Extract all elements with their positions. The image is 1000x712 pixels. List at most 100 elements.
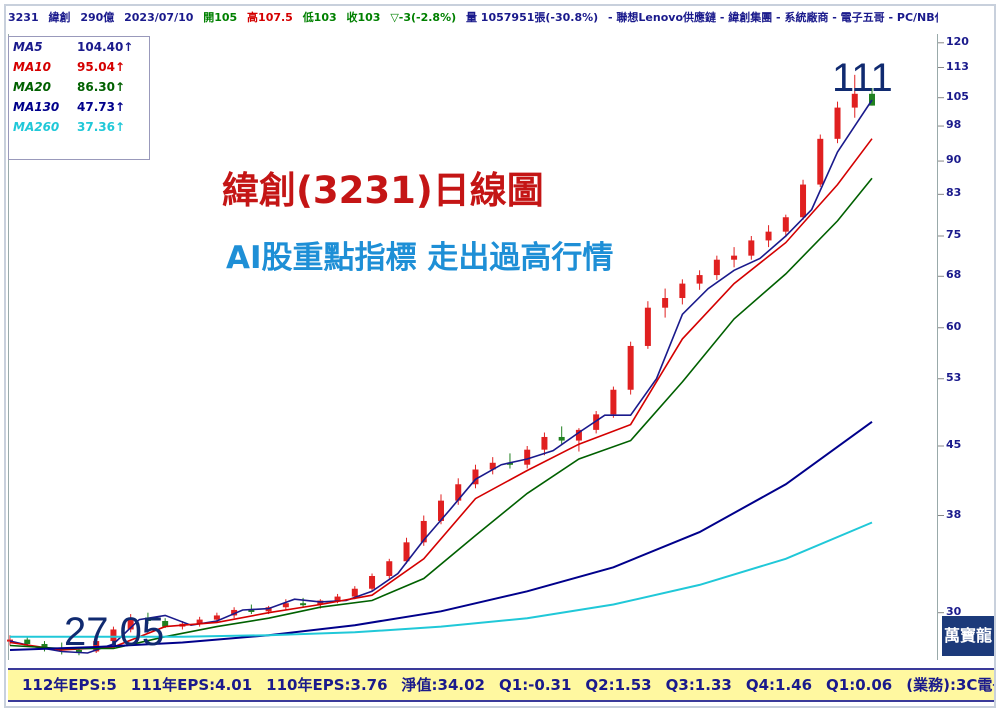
legend-ma5: MA5 104.40↑: [9, 37, 149, 57]
candle-body: [75, 649, 82, 652]
stock-capital: 290億: [80, 11, 115, 24]
legend-ma130-value: 47.73↑: [77, 100, 126, 114]
candle-body: [627, 345, 634, 390]
candle-body: [41, 643, 48, 649]
y-tick-label: 98: [946, 118, 962, 132]
y-tick-label: 113: [946, 59, 969, 73]
eps-item: Q4:1.46: [745, 676, 813, 694]
candle-body: [231, 609, 238, 616]
candle-body: [696, 275, 703, 284]
candle-body: [644, 307, 651, 346]
legend-ma10: MA10 95.04↑: [9, 57, 149, 77]
candle-body: [748, 240, 755, 256]
candle-body: [386, 561, 393, 577]
y-tick-label: 83: [946, 186, 962, 200]
series-line-ma20: [9, 177, 873, 650]
candle-body: [144, 618, 151, 621]
chart-subtitle: AI股重點指標 走出過高行情: [226, 240, 614, 276]
candle-body: [593, 414, 600, 430]
candle-body: [248, 609, 255, 612]
legend-ma20-value: 86.30↑: [77, 80, 126, 94]
candle-body: [558, 436, 565, 441]
stock-tags: - 聯想Lenovo供應鏈 - 緯創集團 - 系統廠商 - 電子五哥 - PC/…: [608, 11, 938, 24]
price-axis: 120 113 105 98 90 83 75 68 60 53 45 38 30: [940, 34, 996, 660]
candle-body: [834, 107, 841, 139]
candle-body: [610, 389, 617, 415]
candle-body: [472, 469, 479, 485]
eps-item: 111年EPS:4.01: [130, 676, 253, 694]
y-tick-label: 120: [946, 34, 969, 48]
candle-body: [127, 618, 134, 630]
y-tick-label: 68: [946, 268, 962, 282]
candle-body: [300, 603, 307, 606]
legend-ma5-value: 104.40↑: [77, 40, 134, 54]
candle-body: [369, 576, 376, 589]
volume: 量 1057951張(-30.8%): [465, 11, 599, 24]
candle-body: [420, 520, 427, 543]
y-tick-label: 53: [946, 370, 962, 384]
candle-body: [782, 217, 789, 232]
price-change: ▽-3(-2.8%): [390, 11, 457, 24]
legend-ma260-value: 37.36↑: [77, 120, 126, 134]
chart-frame: [4, 4, 996, 708]
candle-body: [713, 259, 720, 276]
legend-ma20-name: MA20: [13, 80, 51, 94]
legend-ma130-name: MA130: [13, 100, 60, 114]
candle-body: [575, 429, 582, 441]
eps-item: Q2:1.53: [585, 676, 652, 694]
candle-body: [351, 588, 358, 597]
candle-body: [196, 619, 203, 624]
low-annotation: 27.05: [64, 610, 165, 654]
eps-item: 112年EPS:5: [22, 676, 117, 694]
candle-body: [679, 283, 686, 299]
close-price: 收103: [346, 11, 381, 24]
eps-item: 淨值:34.02: [401, 676, 485, 694]
legend-ma260-name: MA260: [13, 120, 60, 134]
candle-body: [162, 620, 169, 627]
candle-body: [731, 255, 738, 260]
y-tick-label: 45: [946, 438, 962, 451]
series-line-ma10: [9, 138, 873, 651]
y-tick-label: 60: [946, 319, 962, 333]
y-tick-label: 30: [946, 604, 962, 618]
legend-ma260: MA260 37.36↑: [9, 117, 149, 137]
low-price: 低103: [302, 11, 337, 24]
stock-name: 緯創: [48, 11, 71, 24]
high-price: 高107.5: [247, 11, 293, 24]
candle-body: [800, 184, 807, 218]
y-tick-label: 90: [946, 153, 962, 167]
y-tick-label: 38: [946, 507, 962, 521]
candle-body: [110, 629, 117, 642]
candle-body: [455, 484, 462, 501]
chart-title: 緯創(3231)日線圖: [222, 169, 544, 212]
candle-body: [541, 436, 548, 450]
eps-item: 110年EPS:3.76: [266, 676, 388, 694]
candle-body: [489, 462, 496, 470]
candle-body: [765, 231, 772, 241]
y-tick-label: 105: [946, 89, 969, 103]
candle-body: [438, 500, 444, 521]
legend-ma130: MA130 47.73↑: [9, 97, 149, 117]
eps-info-bar: 112年EPS:5 111年EPS:4.01 110年EPS:3.76 淨值:34.0…: [8, 668, 994, 702]
eps-item: Q1:0.06: [826, 676, 893, 694]
candle-body: [524, 449, 531, 465]
candle-body: [213, 615, 220, 620]
candle-body: [869, 93, 875, 106]
plot-area: [8, 34, 938, 660]
candle-body: [282, 603, 289, 608]
candle-body: [662, 298, 669, 308]
legend-ma10-value: 95.04↑: [77, 60, 126, 74]
candle-body: [506, 462, 513, 465]
candle-body: [403, 542, 410, 562]
eps-item: Q1:-0.31: [499, 676, 572, 694]
candle-body: [817, 138, 824, 185]
brand-logo: 萬寶龍: [942, 616, 994, 656]
legend-ma5-name: MA5: [13, 40, 43, 54]
candle-body: [24, 639, 31, 644]
eps-item: (業務):3C電子: [906, 676, 994, 694]
quote-header: 3231 緯創 290億 2023/07/10 開105 高107.5 低103…: [8, 8, 938, 28]
series-line-ma260: [10, 521, 873, 638]
series-line-ma5: [9, 99, 873, 654]
eps-item: Q3:1.33: [665, 676, 732, 694]
